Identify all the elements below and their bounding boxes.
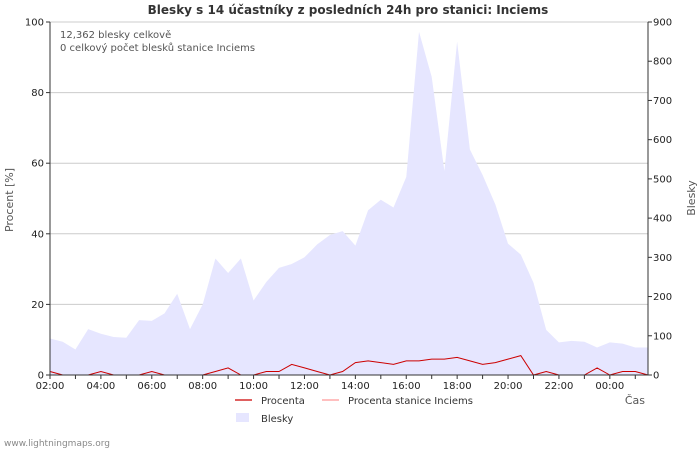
series-procenta-line bbox=[49, 355, 649, 376]
x-tick-label: 02:00 bbox=[36, 381, 65, 392]
left-axis-ticks: 0 20 40 60 80 100 bbox=[25, 18, 50, 382]
axes bbox=[49, 22, 649, 376]
x-tick-label: 12:00 bbox=[290, 381, 319, 392]
x-axis-ticks: 02:00 04:00 06:00 08:00 10:00 12:00 14:00 16:00… bbox=[36, 375, 636, 392]
footer-link[interactable]: www.lightningmaps.org bbox=[4, 439, 110, 449]
legend-label-procenta-stanice: Procenta stanice Inciems bbox=[348, 396, 473, 407]
x-tick-label: 10:00 bbox=[239, 381, 268, 392]
legend-label-procenta: Procenta bbox=[261, 396, 305, 407]
left-tick-label: 60 bbox=[31, 159, 44, 170]
left-tick-label: 20 bbox=[31, 300, 44, 311]
x-tick-label: 22:00 bbox=[545, 381, 574, 392]
legend-label-blesky: Blesky bbox=[261, 414, 293, 425]
y-axis-label-right: Blesky bbox=[685, 180, 698, 216]
x-tick-label: 16:00 bbox=[392, 381, 421, 392]
chart-title: Blesky s 14 účastníky z posledních 24h p… bbox=[148, 3, 549, 17]
right-tick-label: 200 bbox=[653, 292, 672, 303]
x-tick-label: 04:00 bbox=[86, 381, 115, 392]
legend-swatch-blesky bbox=[236, 413, 249, 422]
right-tick-label: 100 bbox=[653, 331, 672, 342]
right-tick-label: 400 bbox=[653, 214, 672, 225]
left-tick-label: 40 bbox=[31, 229, 44, 240]
left-tick-label: 80 bbox=[31, 88, 44, 99]
y-axis-label-left: Procent [%] bbox=[3, 168, 16, 232]
right-tick-label: 0 bbox=[653, 371, 659, 382]
annotation-total: 12,362 blesky celkově bbox=[60, 29, 171, 41]
right-tick-label: 800 bbox=[653, 57, 672, 68]
left-tick-label: 100 bbox=[25, 18, 44, 29]
legend: Procenta Procenta stanice Inciems Blesky bbox=[235, 396, 473, 425]
x-tick-label: 08:00 bbox=[188, 381, 217, 392]
right-tick-label: 500 bbox=[653, 174, 672, 185]
x-tick-label: 20:00 bbox=[494, 381, 523, 392]
series-blesky-area bbox=[50, 31, 648, 376]
right-axis-ticks: 0 100 200 300 400 500 600 700 800 900 bbox=[648, 18, 672, 382]
right-tick-label: 900 bbox=[653, 18, 672, 29]
x-axis-label: Čas bbox=[625, 394, 645, 407]
gridlines bbox=[50, 21, 648, 305]
x-tick-label: 06:00 bbox=[137, 381, 166, 392]
x-tick-label: 00:00 bbox=[595, 381, 624, 392]
right-tick-label: 300 bbox=[653, 253, 672, 264]
right-tick-label: 700 bbox=[653, 96, 672, 107]
right-tick-label: 600 bbox=[653, 135, 672, 146]
annotation-station: 0 celkový počet blesků stanice Inciems bbox=[60, 42, 255, 54]
left-tick-label: 0 bbox=[38, 371, 44, 382]
x-tick-label: 18:00 bbox=[443, 381, 472, 392]
x-tick-label: 14:00 bbox=[341, 381, 370, 392]
